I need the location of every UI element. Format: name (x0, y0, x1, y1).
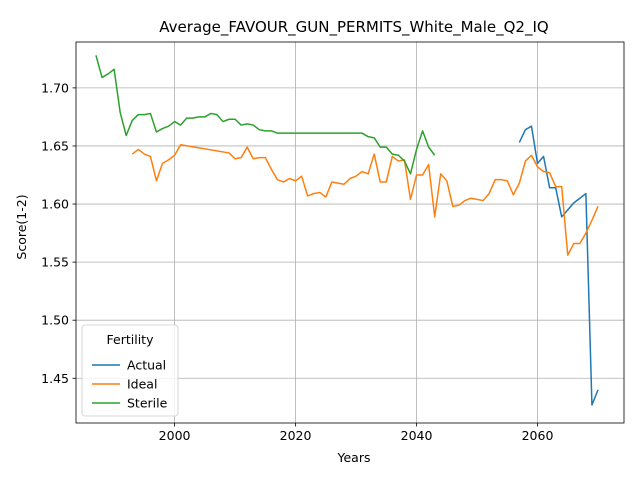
y-tick-label: 1.50 (41, 313, 69, 328)
series-lines (95, 55, 599, 406)
legend: Fertility Actual Ideal Sterile (81, 324, 179, 417)
x-tick-label: 2040 (401, 428, 433, 443)
x-axis-ticks: 2000 2020 2040 2060 (159, 423, 554, 443)
legend-entry-sterile: Sterile (127, 396, 168, 411)
y-tick-label: 1.65 (41, 138, 69, 153)
legend-title: Fertility (107, 332, 155, 347)
plot-frame (75, 41, 625, 424)
y-tick-label: 1.70 (41, 80, 69, 95)
y-tick-label: 1.60 (41, 197, 69, 212)
chart-title: Average_FAVOUR_GUN_PERMITS_White_Male_Q2… (159, 18, 548, 37)
series-line-actual (518, 125, 599, 406)
y-axis-label: Score(1-2) (14, 194, 29, 259)
legend-entry-ideal: Ideal (127, 377, 157, 392)
x-tick-label: 2060 (522, 428, 554, 443)
x-tick-label: 2020 (280, 428, 312, 443)
y-axis-ticks: 1.45 1.50 1.55 1.60 1.65 1.70 (41, 80, 76, 386)
legend-box (81, 324, 179, 417)
series-line-sterile (95, 55, 436, 175)
x-axis-label: Years (337, 450, 371, 465)
x-tick-label: 2000 (159, 428, 191, 443)
y-tick-label: 1.55 (41, 255, 69, 270)
grid-lines (76, 42, 624, 423)
series-line-ideal (131, 144, 599, 256)
legend-entry-actual: Actual (127, 358, 166, 373)
y-tick-label: 1.45 (41, 371, 69, 386)
